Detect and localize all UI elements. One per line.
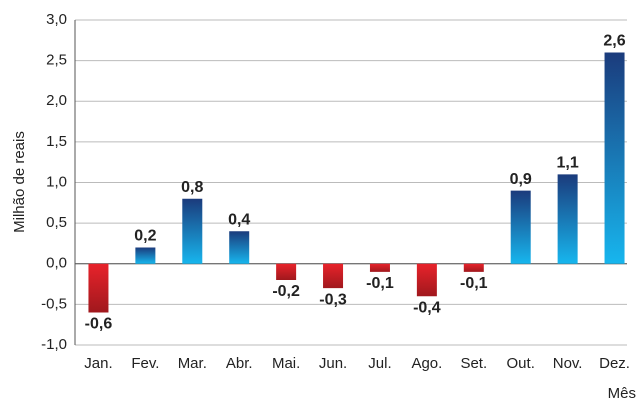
value-label: -0,1 bbox=[460, 275, 488, 292]
bar bbox=[369, 263, 390, 272]
x-tick-label: Nov. bbox=[553, 355, 583, 372]
bar bbox=[510, 190, 531, 264]
value-label: -0,2 bbox=[272, 283, 300, 300]
x-tick-label: Jul. bbox=[368, 355, 391, 372]
value-label: -0,3 bbox=[319, 291, 347, 308]
value-label: 0,9 bbox=[510, 171, 532, 188]
value-label: 0,8 bbox=[181, 179, 203, 196]
bar bbox=[557, 174, 578, 264]
bar bbox=[323, 263, 344, 289]
x-tick-label: Jan. bbox=[84, 355, 112, 372]
y-tick-label: -0,5 bbox=[41, 295, 67, 312]
y-tick-label: 2,0 bbox=[46, 92, 67, 109]
y-tick-label: 1,5 bbox=[46, 133, 67, 150]
value-label: -0,4 bbox=[413, 299, 441, 316]
x-tick-label: Fev. bbox=[131, 355, 159, 372]
y-tick-label: -1,0 bbox=[41, 336, 67, 353]
y-tick-label: 3,0 bbox=[46, 11, 67, 28]
x-tick-label: Jun. bbox=[319, 355, 347, 372]
value-label: 1,1 bbox=[557, 155, 579, 172]
x-tick-label: Mar. bbox=[178, 355, 207, 372]
bar bbox=[463, 263, 484, 272]
y-tick-label: 2,5 bbox=[46, 52, 67, 69]
bar bbox=[416, 263, 437, 297]
x-tick-label: Dez. bbox=[599, 355, 630, 372]
bar bbox=[88, 263, 109, 313]
bar bbox=[276, 263, 297, 280]
y-axis-label: Milhão de reais bbox=[11, 131, 28, 233]
bar bbox=[135, 247, 156, 264]
bar bbox=[182, 198, 203, 264]
value-label: 0,4 bbox=[228, 211, 250, 228]
value-label: -0,1 bbox=[366, 275, 394, 292]
x-tick-label: Abr. bbox=[226, 355, 253, 372]
x-tick-label: Ago. bbox=[411, 355, 442, 372]
value-label: 2,6 bbox=[603, 33, 625, 50]
x-tick-label: Set. bbox=[460, 355, 487, 372]
y-tick-label: 1,0 bbox=[46, 173, 67, 190]
x-axis-label: Mês bbox=[608, 385, 636, 400]
value-label: 0,2 bbox=[134, 228, 156, 245]
value-label: -0,6 bbox=[85, 316, 113, 333]
y-tick-label: 0,5 bbox=[46, 214, 67, 231]
y-tick-label: 0,0 bbox=[46, 255, 67, 272]
x-tick-label: Mai. bbox=[272, 355, 300, 372]
x-tick-label: Out. bbox=[507, 355, 535, 372]
bar bbox=[604, 52, 625, 264]
bar bbox=[229, 231, 250, 264]
